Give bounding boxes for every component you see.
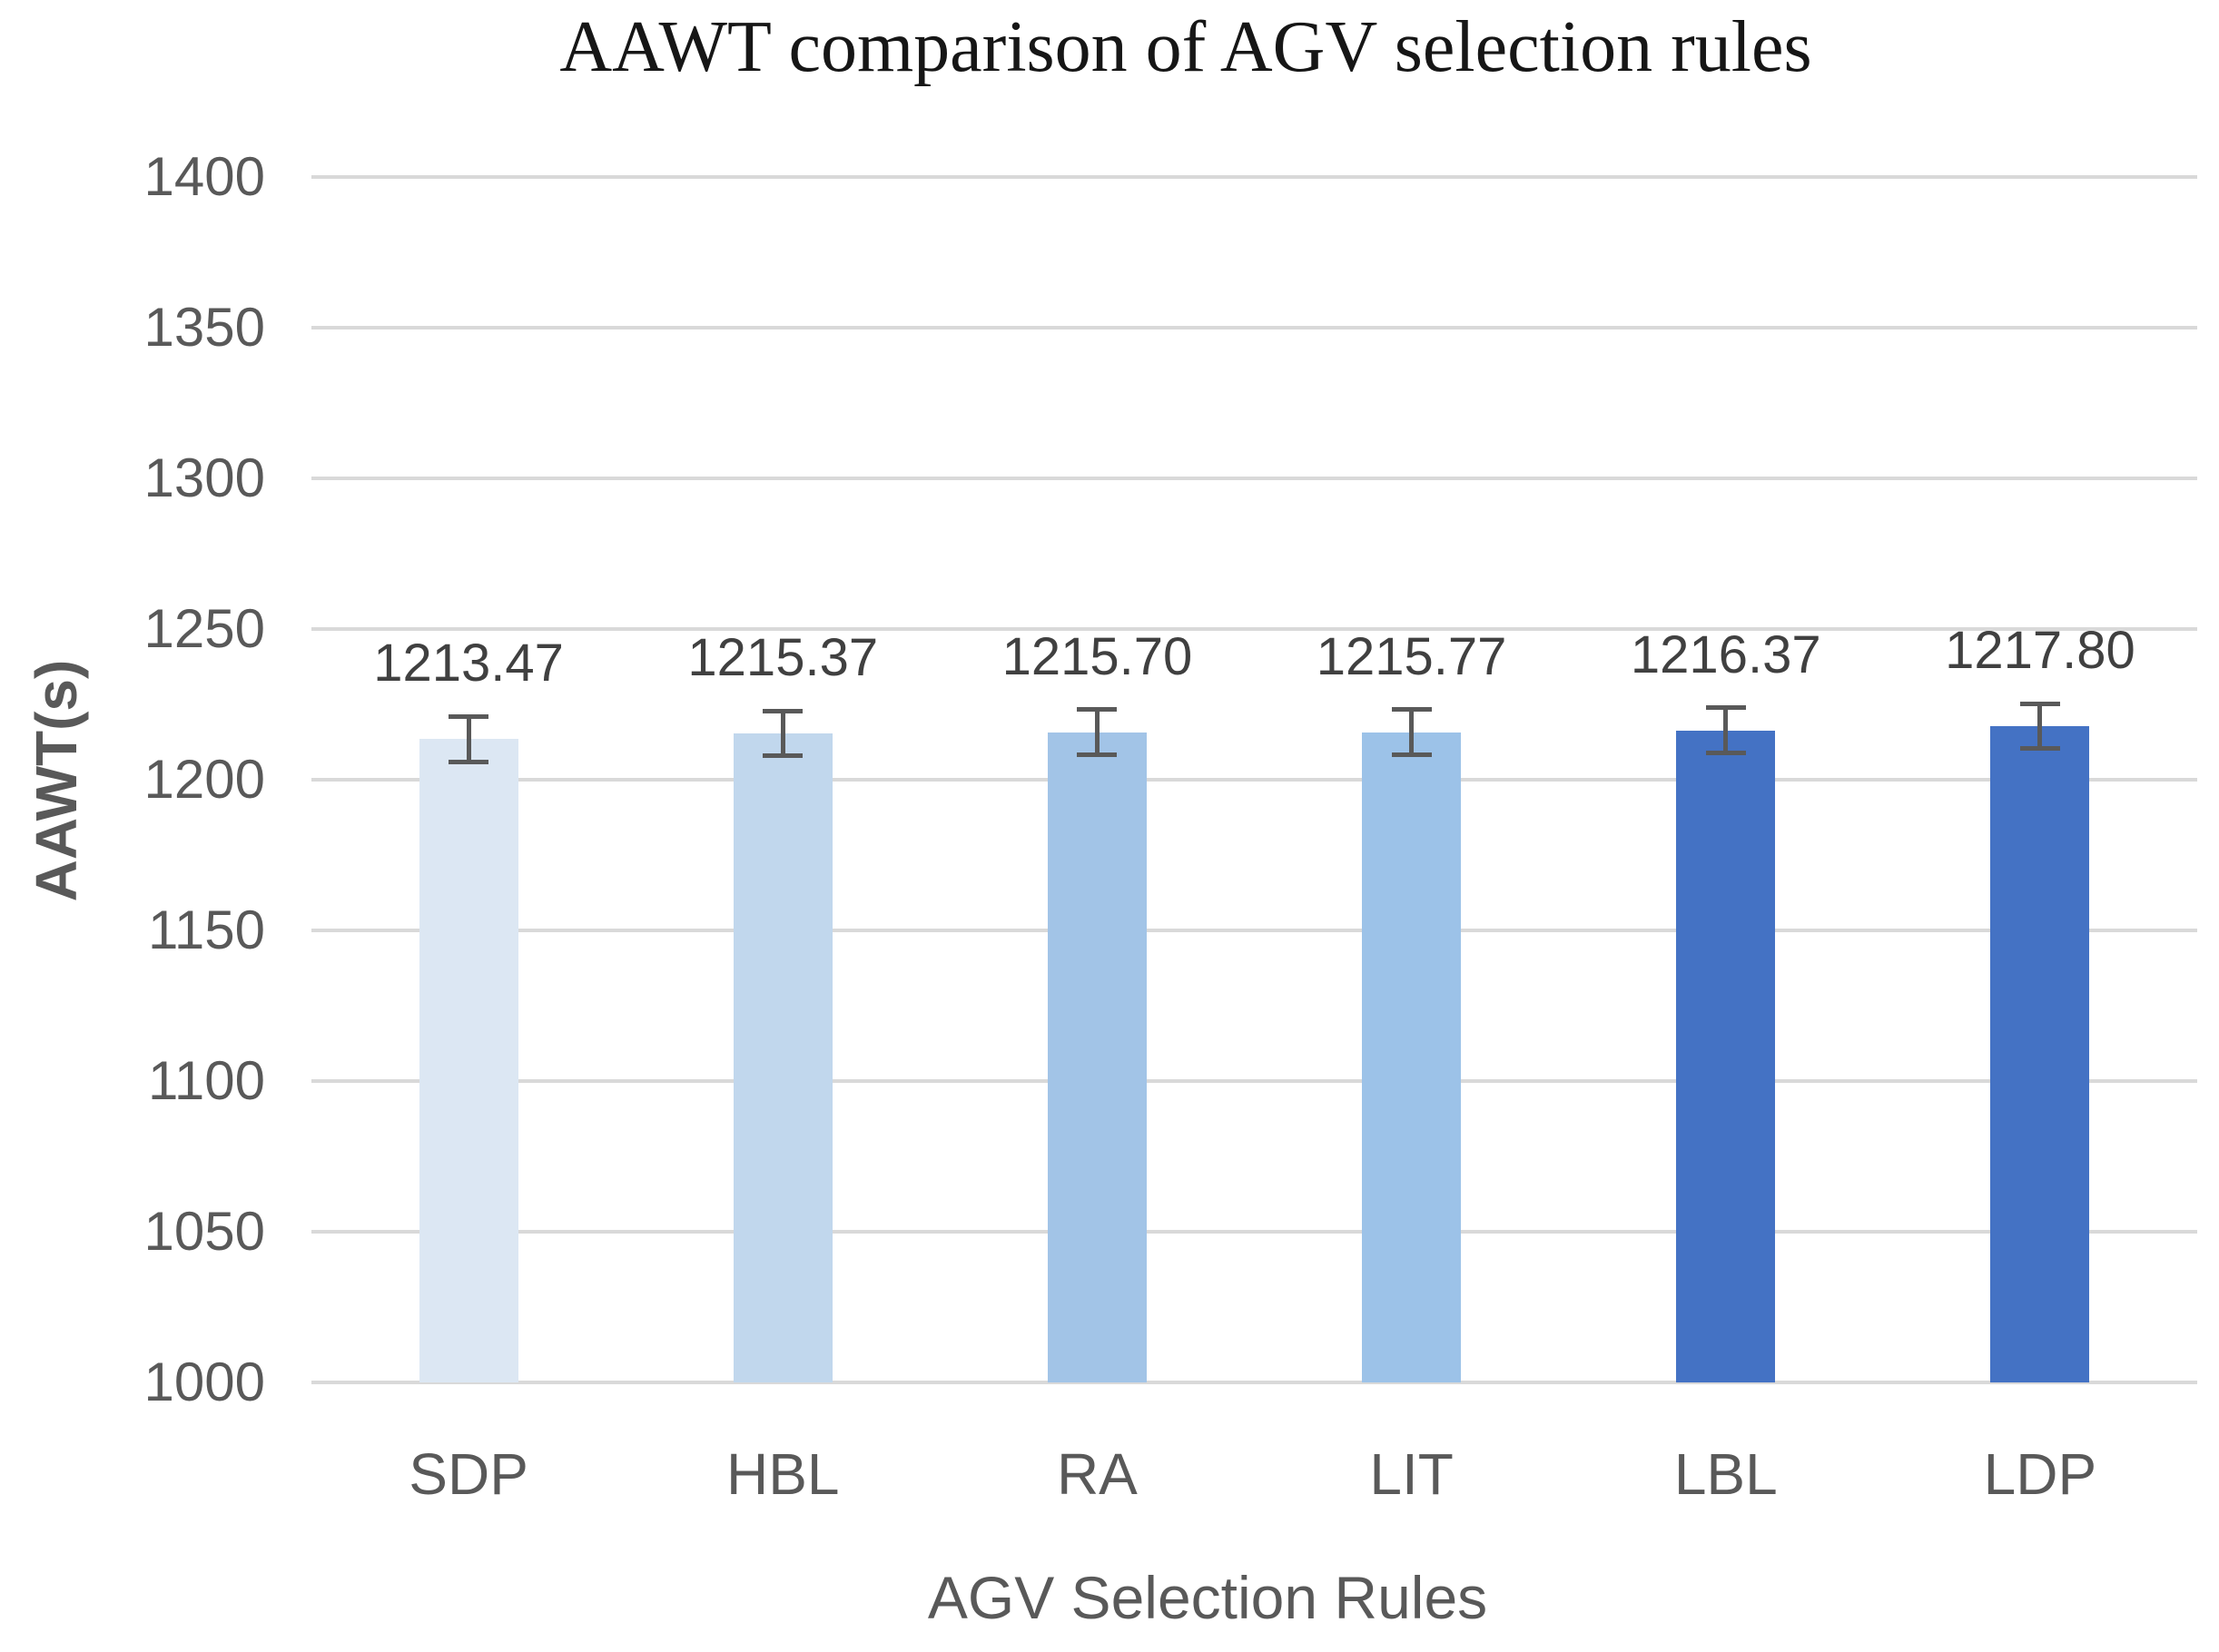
gridline-1000 (311, 1381, 2197, 1384)
gridline-1300 (311, 477, 2197, 480)
bar-HBL (733, 733, 833, 1382)
y-tick-label-1200: 1200 (143, 749, 265, 810)
y-tick-label-1350: 1350 (143, 297, 265, 358)
bar-LDP (1990, 725, 2090, 1382)
error-bar-top-cap-SDP (449, 713, 489, 719)
y-tick-label-1250: 1250 (143, 598, 265, 659)
error-bar-line-HBL (780, 711, 785, 756)
y-tick-label-1300: 1300 (143, 447, 265, 508)
y-tick-label-1150: 1150 (147, 900, 265, 960)
error-bar-top-cap-RA (1077, 707, 1118, 713)
chart-title: AAWT comparison of AGV selection rules (559, 7, 1812, 87)
x-tick-label-LDP: LDP (1983, 1441, 2097, 1507)
bar-value-label-HBL: 1215.37 (687, 628, 879, 688)
error-bar-bottom-cap-HBL (763, 753, 804, 759)
error-bar-bottom-cap-RA (1077, 752, 1118, 758)
gridline-1200 (311, 778, 2197, 782)
error-bar-top-cap-LIT (1391, 707, 1432, 713)
x-tick-label-LBL: LBL (1673, 1441, 1778, 1507)
x-tick-label-SDP: SDP (409, 1441, 528, 1507)
bar-value-label-LDP: 1217.80 (1945, 621, 2135, 680)
x-tick-label-RA: RA (1056, 1441, 1138, 1507)
gridline-1150 (311, 929, 2197, 932)
error-bar-bottom-cap-LBL (1705, 751, 1746, 756)
y-tick-label-1000: 1000 (143, 1352, 265, 1412)
bar-RA (1047, 732, 1147, 1382)
x-tick-label-HBL: HBL (726, 1441, 840, 1507)
error-bar-top-cap-LDP (2019, 701, 2060, 706)
bar-value-label-LBL: 1216.37 (1630, 624, 1821, 684)
error-bar-line-RA (1094, 709, 1100, 755)
error-bar-line-LBL (1723, 707, 1729, 753)
gridline-1350 (311, 326, 2197, 329)
bar-SDP (419, 739, 518, 1382)
gridline-1100 (311, 1079, 2197, 1083)
y-tick-label-1100: 1100 (147, 1050, 265, 1111)
error-bar-bottom-cap-LIT (1391, 752, 1432, 758)
bar-value-label-RA: 1215.70 (1001, 626, 1193, 686)
x-axis-title: AGV Selection Rules (927, 1564, 1488, 1631)
bar-value-label-SDP: 1213.47 (373, 634, 564, 693)
error-bar-top-cap-HBL (763, 708, 804, 713)
bar-LBL (1676, 730, 1776, 1382)
bar-value-label-LIT: 1215.77 (1316, 626, 1507, 686)
y-tick-label-1400: 1400 (143, 146, 265, 207)
error-bar-top-cap-LBL (1705, 705, 1746, 711)
gridline-1050 (311, 1230, 2197, 1234)
x-tick-label-LIT: LIT (1369, 1441, 1454, 1507)
error-bar-bottom-cap-SDP (449, 759, 489, 764)
error-bar-bottom-cap-LDP (2019, 746, 2060, 752)
gridline-1400 (311, 175, 2197, 179)
y-tick-label-1050: 1050 (143, 1201, 265, 1262)
error-bar-line-LDP (2037, 703, 2043, 749)
error-bar-line-SDP (466, 716, 471, 762)
gridline-1250 (311, 627, 2197, 631)
bar-LIT (1362, 732, 1462, 1382)
error-bar-line-LIT (1409, 709, 1415, 755)
